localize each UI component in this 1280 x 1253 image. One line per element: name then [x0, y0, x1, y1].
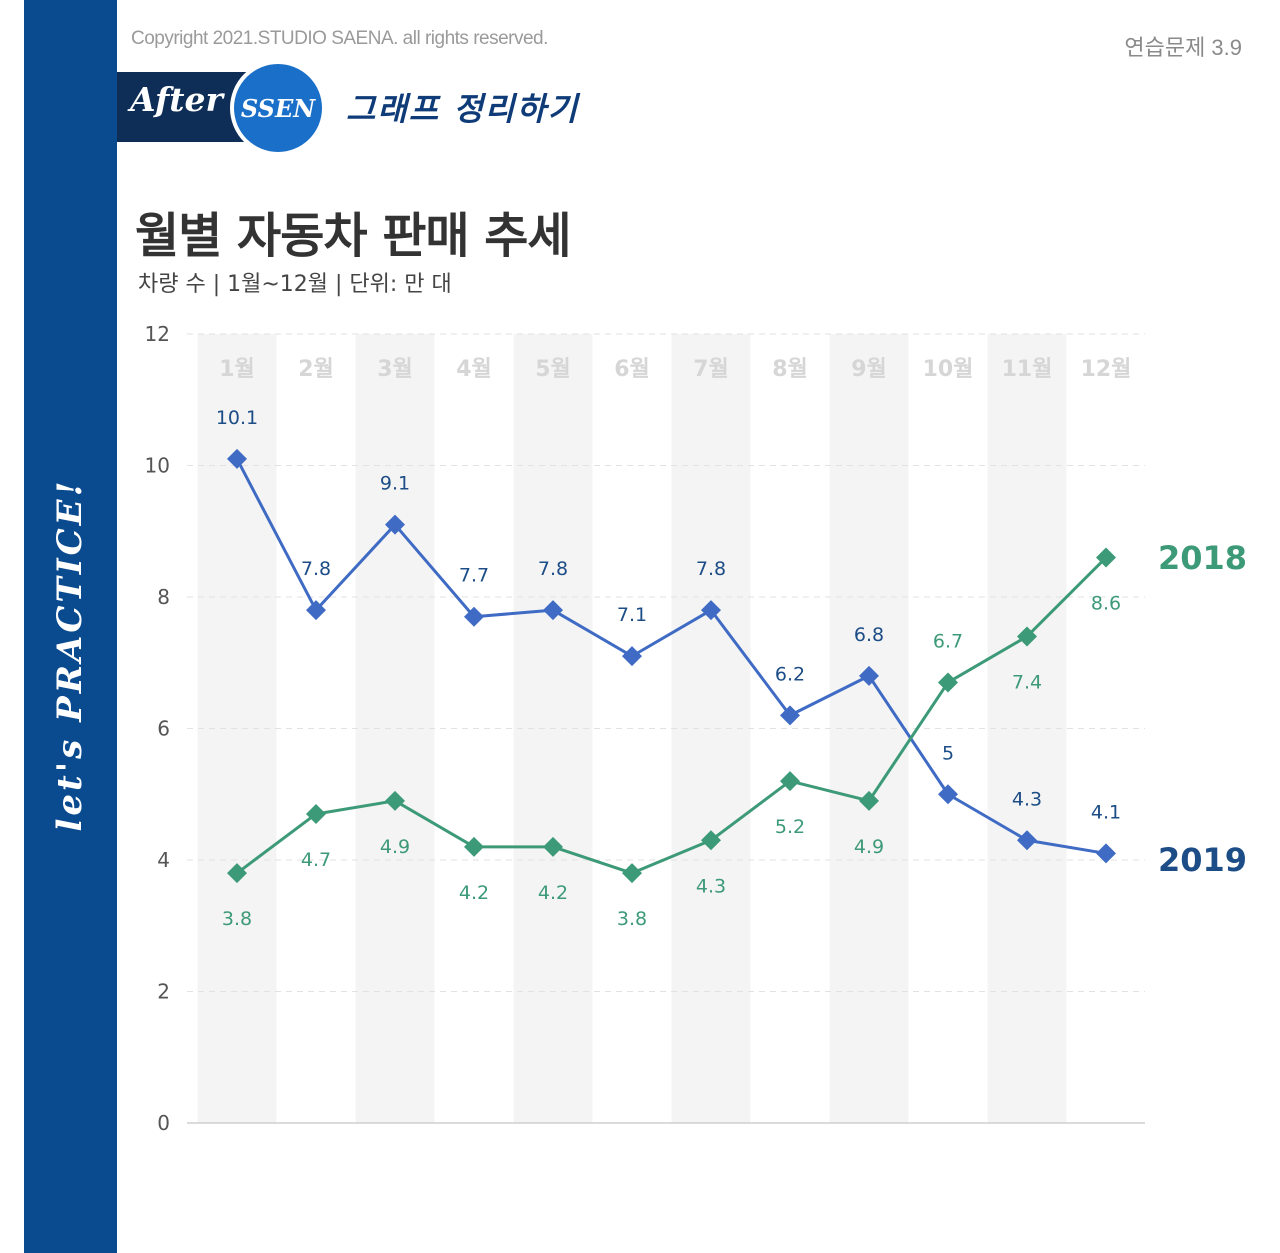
ssen-badge: SSEN [230, 60, 326, 156]
data-label: 6.7 [933, 630, 963, 652]
data-point [306, 803, 326, 824]
data-label: 5 [942, 742, 954, 764]
data-label: 6.8 [854, 624, 884, 646]
x-category-label: 4월 [456, 357, 492, 382]
data-point [464, 836, 484, 857]
data-label: 9.1 [380, 473, 410, 495]
x-category-label: 3월 [377, 357, 413, 382]
data-label: 4.7 [301, 849, 331, 871]
data-point [938, 672, 958, 693]
chart-subtitle: 차량 수 | 1월~12월 | 단위: 만 대 [138, 272, 452, 297]
data-point [227, 448, 247, 469]
x-category-label: 1월 [219, 357, 255, 382]
x-category-label: 12월 [1081, 357, 1132, 382]
x-category-label: 5월 [535, 357, 571, 382]
data-point [385, 790, 405, 811]
data-label: 7.4 [1012, 671, 1042, 693]
data-label: 4.2 [538, 882, 568, 904]
data-point [543, 836, 563, 857]
y-tick-label: 2 [157, 980, 170, 1004]
data-label: 3.8 [222, 908, 252, 930]
data-label: 7.8 [301, 558, 331, 580]
data-label: 6.2 [775, 663, 805, 685]
data-point [1096, 547, 1116, 568]
x-category-label: 8월 [772, 357, 808, 382]
data-point [306, 600, 326, 621]
series-line-2018 [236, 556, 1108, 875]
data-label: 3.8 [617, 908, 647, 930]
y-tick-label: 10 [145, 454, 170, 478]
data-point [543, 600, 563, 621]
ssen-label: SSEN [240, 93, 316, 123]
series-line-2019 [235, 458, 1107, 855]
data-point [622, 863, 642, 884]
legend-2019: 2019 [1158, 841, 1247, 879]
data-point [780, 705, 800, 726]
x-category-label: 10월 [923, 357, 974, 382]
data-label: 4.1 [1091, 801, 1121, 823]
data-point [938, 784, 958, 805]
chart-title: 월별 자동차 판매 추세 [135, 208, 572, 264]
data-label: 7.7 [459, 565, 489, 587]
data-point [1017, 830, 1037, 851]
data-point [701, 830, 721, 851]
data-point [1096, 843, 1116, 864]
x-category-label: 9월 [851, 357, 887, 382]
data-point [859, 790, 879, 811]
data-label: 5.2 [775, 816, 805, 838]
after-label: After [130, 80, 223, 119]
legend-2018: 2018 [1158, 539, 1247, 577]
y-tick-label: 4 [157, 848, 170, 872]
data-label: 7.8 [538, 558, 568, 580]
sidebar [24, 0, 117, 1253]
data-label: 7.1 [617, 604, 647, 626]
data-point [227, 863, 247, 884]
x-category-label: 7월 [693, 357, 729, 382]
data-label: 4.3 [696, 875, 726, 897]
data-point [859, 665, 879, 686]
data-label: 7.8 [696, 558, 726, 580]
data-label: 4.9 [380, 836, 410, 858]
x-category-label: 6월 [614, 357, 650, 382]
data-point [622, 646, 642, 667]
data-point [1017, 626, 1037, 647]
data-label: 4.3 [1012, 788, 1042, 810]
x-category-label: 11월 [1002, 357, 1053, 382]
exercise-number: 연습문제 3.9 [1124, 35, 1242, 60]
y-tick-label: 6 [157, 717, 170, 741]
data-label: 4.2 [459, 882, 489, 904]
data-label: 4.9 [854, 836, 884, 858]
data-point [701, 600, 721, 621]
data-label: 8.6 [1091, 593, 1121, 615]
data-point [464, 606, 484, 627]
y-tick-label: 0 [157, 1111, 170, 1135]
x-category-label: 2월 [298, 357, 334, 382]
copyright-text: Copyright 2021.STUDIO SAENA. all rights … [131, 28, 548, 49]
data-label: 10.1 [216, 407, 258, 429]
data-point [385, 514, 405, 535]
section-label: 그래프 정리하기 [346, 90, 580, 128]
data-point [780, 771, 800, 792]
y-tick-label: 8 [157, 585, 170, 609]
y-tick-label: 12 [145, 322, 170, 346]
